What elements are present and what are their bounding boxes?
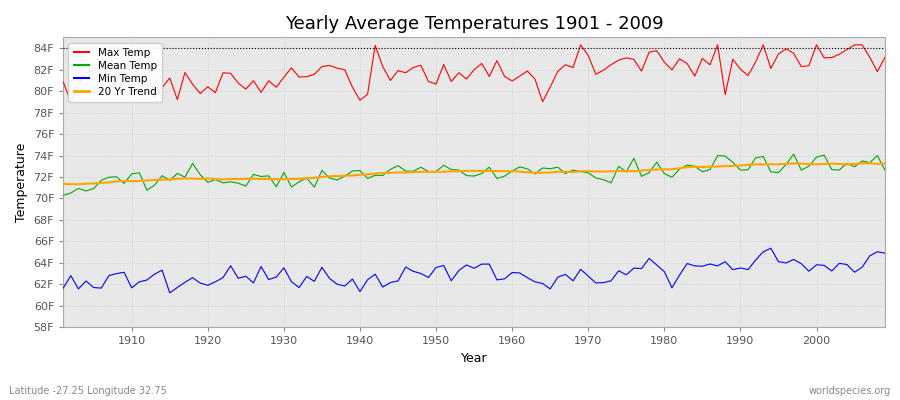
Text: worldspecies.org: worldspecies.org (809, 386, 891, 396)
Text: Latitude -27.25 Longitude 32.75: Latitude -27.25 Longitude 32.75 (9, 386, 166, 396)
X-axis label: Year: Year (461, 352, 488, 365)
Y-axis label: Temperature: Temperature (15, 143, 28, 222)
Title: Yearly Average Temperatures 1901 - 2009: Yearly Average Temperatures 1901 - 2009 (284, 15, 663, 33)
Legend: Max Temp, Mean Temp, Min Temp, 20 Yr Trend: Max Temp, Mean Temp, Min Temp, 20 Yr Tre… (68, 42, 162, 102)
